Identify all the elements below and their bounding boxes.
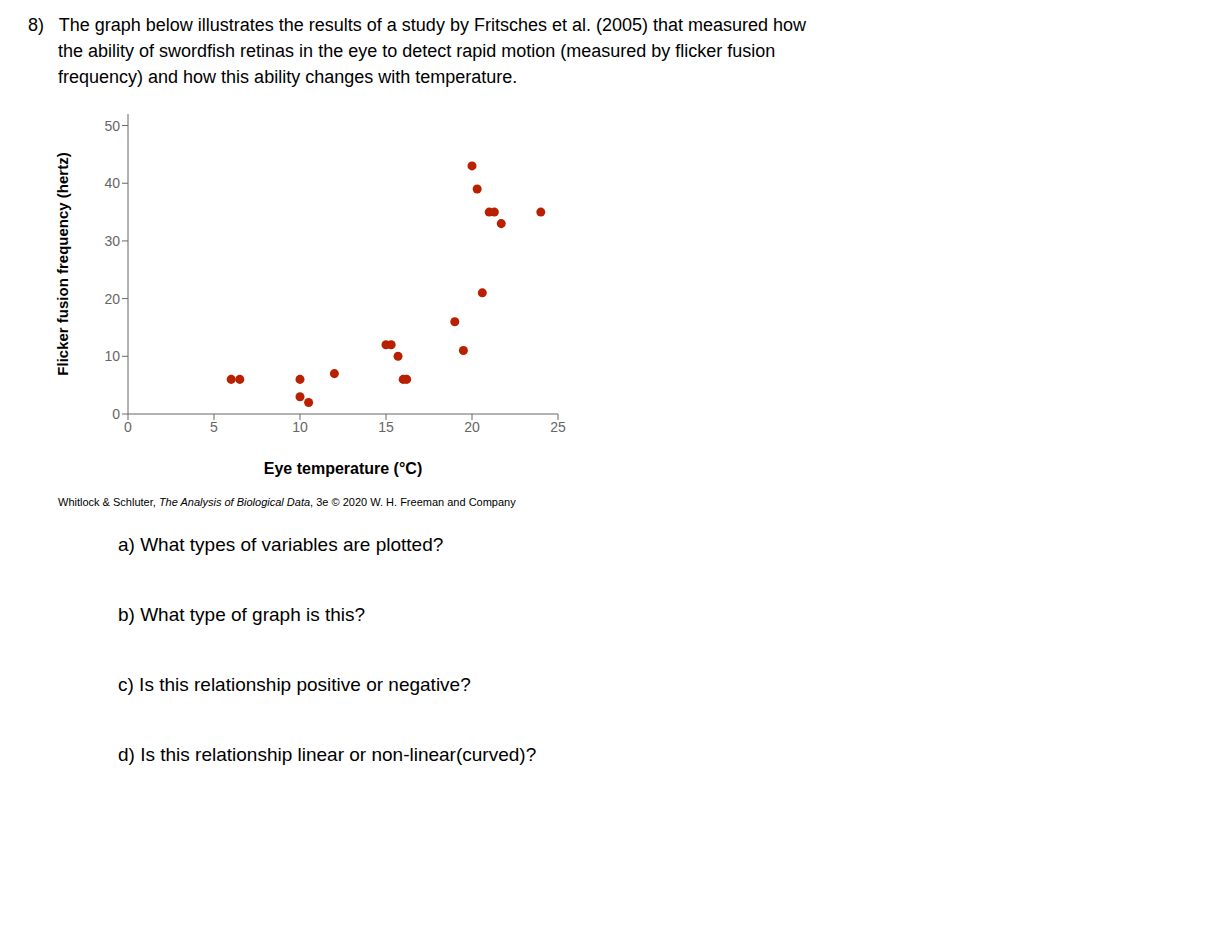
svg-text:20: 20 <box>104 291 120 307</box>
svg-text:10: 10 <box>104 348 120 364</box>
svg-text:25: 25 <box>550 419 566 435</box>
html-text:c) Is this relationship positi: c) Is this relationship positive or nega… <box>118 674 471 695</box>
html-text:Whitlock & Schluter, The Analy: Whitlock & Schluter, The Analysis of Bio… <box>58 496 516 508</box>
svg-text:50: 50 <box>104 118 120 134</box>
html-text:a) What types of variables are: a) What types of variables are plotted? <box>118 534 444 555</box>
svg-text:Flicker fusion frequency (hert: Flicker fusion frequency (hertz) <box>54 152 71 375</box>
html-text:d) Is this relationship linear: d) Is this relationship linear or non-li… <box>118 744 537 765</box>
svg-text:30: 30 <box>104 233 120 249</box>
svg-text:Eye temperature (°C): Eye temperature (°C) <box>264 460 422 477</box>
svg-text:40: 40 <box>104 175 120 191</box>
svg-text:5: 5 <box>210 419 218 435</box>
html-text:b) What type of graph is this?: b) What type of graph is this? <box>118 604 366 625</box>
svg-text:0: 0 <box>112 406 120 422</box>
svg-text:15: 15 <box>378 419 394 435</box>
html-text:frequency) and how this abilit: frequency) and how this ability changes … <box>28 67 518 87</box>
svg-text:20: 20 <box>464 419 480 435</box>
html-text:the ability of swordfish retin: the ability of swordfish retinas in the … <box>28 41 776 61</box>
html-text:8) The graph below illustrates: 8) The graph below illustrates the resul… <box>28 15 807 35</box>
svg-text:10: 10 <box>292 419 308 435</box>
svg-text:0: 0 <box>124 419 132 435</box>
